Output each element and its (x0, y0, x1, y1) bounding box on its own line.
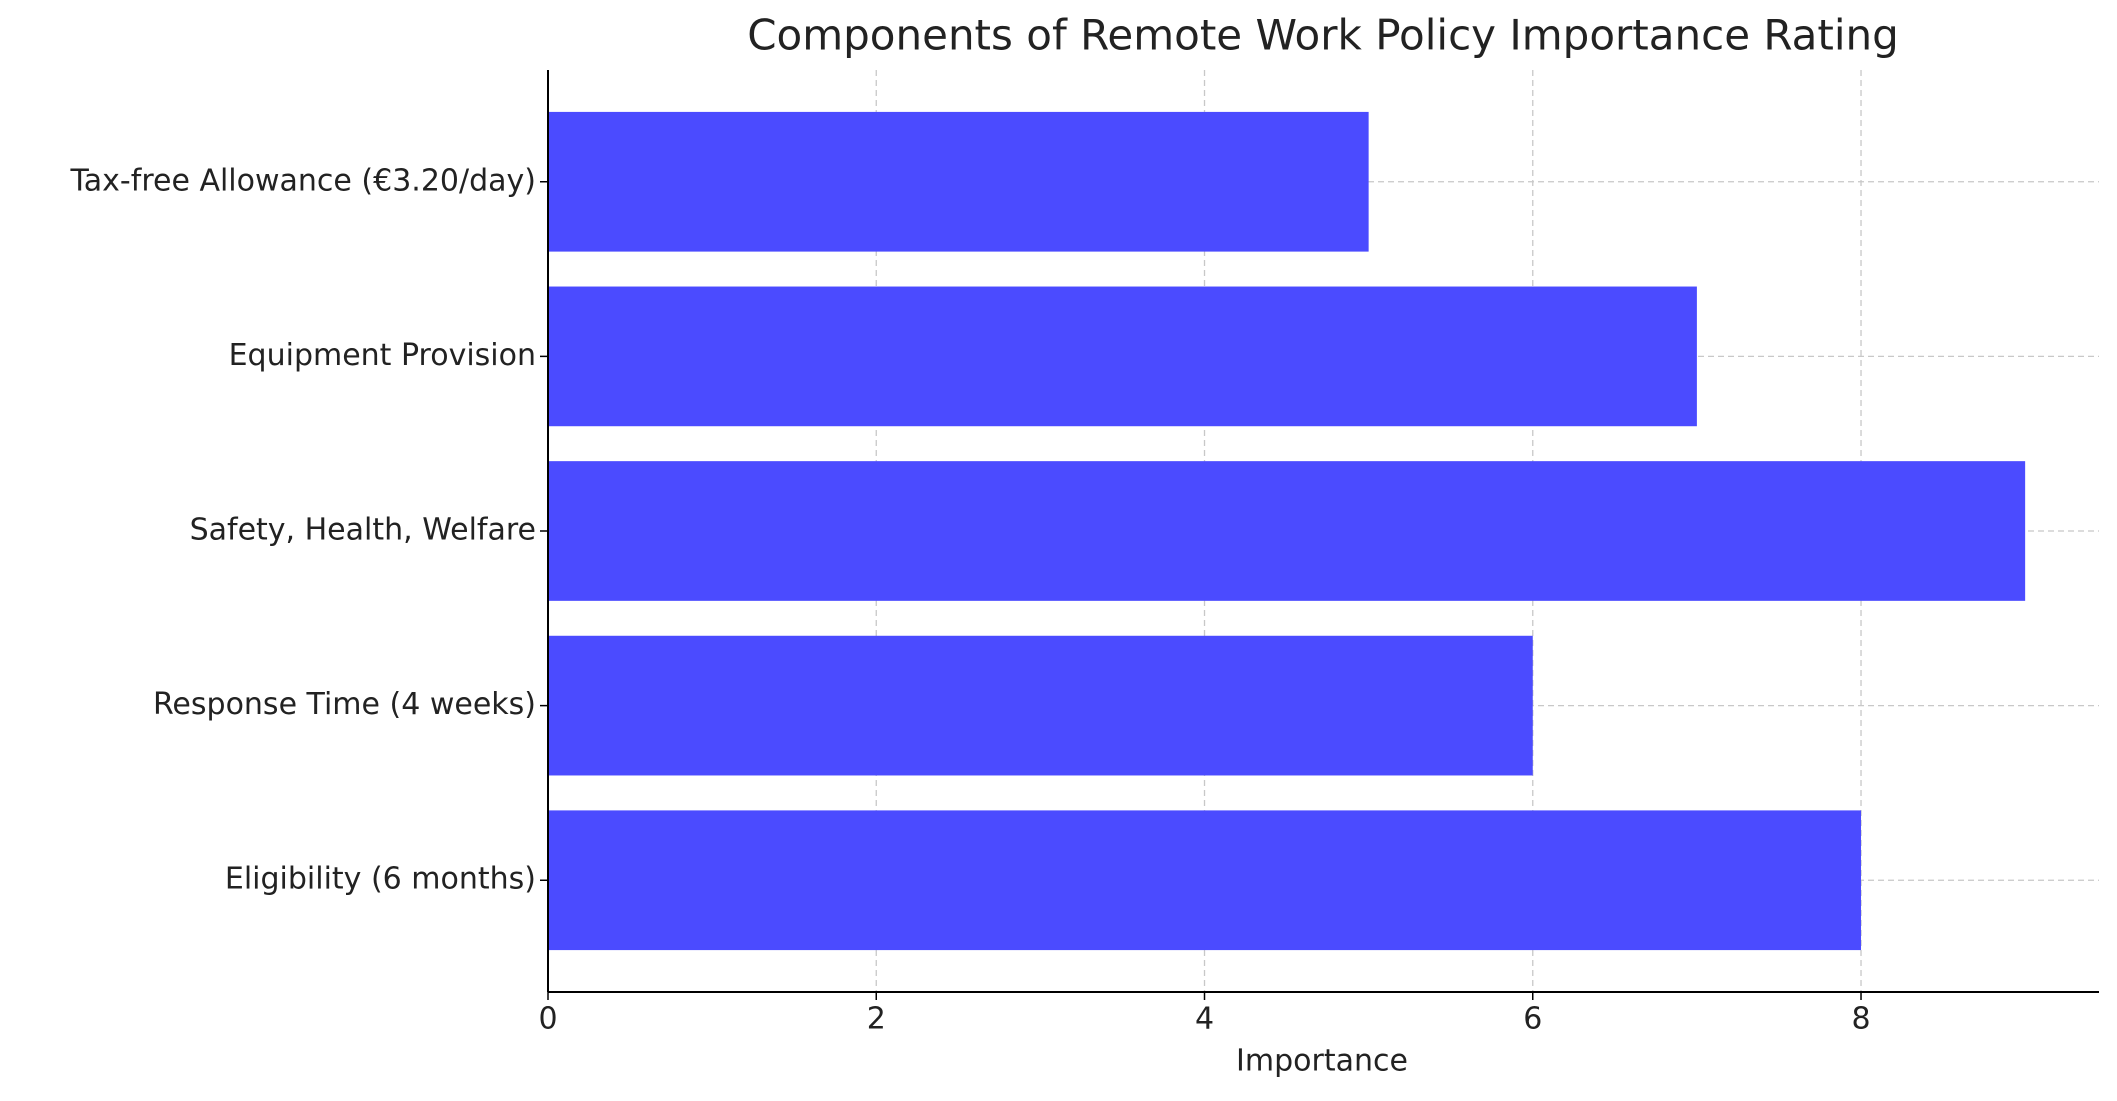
bar (548, 461, 2026, 601)
x-axis-label: Importance (1236, 1044, 1408, 1079)
bar (548, 810, 1862, 951)
y-tick-label: Safety, Health, Welfare (190, 513, 536, 548)
y-tick-label: Eligibility (6 months) (225, 862, 536, 897)
x-tick-label: 6 (1523, 1002, 1542, 1037)
x-tick-label: 8 (1851, 1002, 1870, 1037)
x-tick-label: 0 (538, 1002, 557, 1037)
chart-title: Components of Remote Work Policy Importa… (747, 11, 1899, 60)
y-tick-label: Tax-free Allowance (€3.20/day) (69, 163, 536, 198)
bar (548, 111, 1369, 252)
bar (548, 635, 1533, 776)
y-tick-label: Response Time (4 weeks) (153, 687, 536, 722)
x-tick-label: 2 (867, 1002, 886, 1037)
bar (548, 286, 1697, 427)
x-tick-label: 4 (1195, 1002, 1214, 1037)
y-tick-label: Equipment Provision (229, 338, 536, 373)
